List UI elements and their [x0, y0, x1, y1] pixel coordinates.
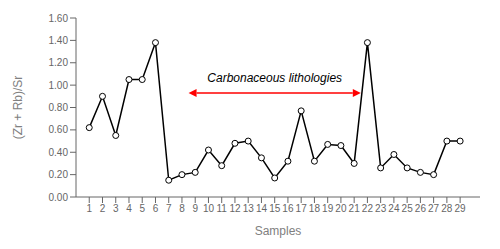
svg-text:15: 15 — [269, 203, 281, 214]
svg-text:Samples: Samples — [255, 224, 302, 238]
svg-text:29: 29 — [455, 203, 467, 214]
svg-text:20: 20 — [335, 203, 347, 214]
svg-text:6: 6 — [153, 203, 159, 214]
svg-text:4: 4 — [126, 203, 132, 214]
svg-text:(Zr + Rb)/Sr: (Zr + Rb)/Sr — [11, 76, 25, 140]
svg-text:3: 3 — [113, 203, 119, 214]
svg-text:0.20: 0.20 — [49, 169, 69, 180]
svg-text:28: 28 — [441, 203, 453, 214]
svg-text:23: 23 — [375, 203, 387, 214]
svg-text:10: 10 — [203, 203, 215, 214]
svg-text:1.60: 1.60 — [49, 13, 69, 24]
svg-text:0.40: 0.40 — [49, 147, 69, 158]
svg-text:27: 27 — [428, 203, 440, 214]
svg-text:8: 8 — [179, 203, 185, 214]
svg-text:2: 2 — [100, 203, 106, 214]
svg-text:7: 7 — [166, 203, 172, 214]
svg-text:1.40: 1.40 — [49, 35, 69, 46]
svg-text:5: 5 — [139, 203, 145, 214]
svg-text:25: 25 — [402, 203, 414, 214]
svg-text:11: 11 — [217, 203, 228, 214]
svg-text:26: 26 — [415, 203, 427, 214]
svg-text:17: 17 — [296, 203, 308, 214]
svg-text:14: 14 — [256, 203, 268, 214]
svg-text:Carbonaceous lithologies: Carbonaceous lithologies — [207, 71, 342, 85]
svg-text:0.60: 0.60 — [49, 124, 69, 135]
svg-text:1: 1 — [86, 203, 92, 214]
svg-text:0.80: 0.80 — [49, 102, 69, 113]
svg-text:19: 19 — [322, 203, 334, 214]
svg-text:21: 21 — [349, 203, 361, 214]
svg-text:16: 16 — [282, 203, 294, 214]
svg-text:12: 12 — [229, 203, 241, 214]
svg-text:1.00: 1.00 — [49, 80, 69, 91]
svg-text:1.20: 1.20 — [49, 57, 69, 68]
svg-text:0.00: 0.00 — [49, 192, 69, 203]
svg-text:13: 13 — [243, 203, 255, 214]
svg-text:9: 9 — [192, 203, 198, 214]
svg-text:22: 22 — [362, 203, 374, 214]
svg-text:24: 24 — [388, 203, 400, 214]
svg-text:18: 18 — [309, 203, 321, 214]
